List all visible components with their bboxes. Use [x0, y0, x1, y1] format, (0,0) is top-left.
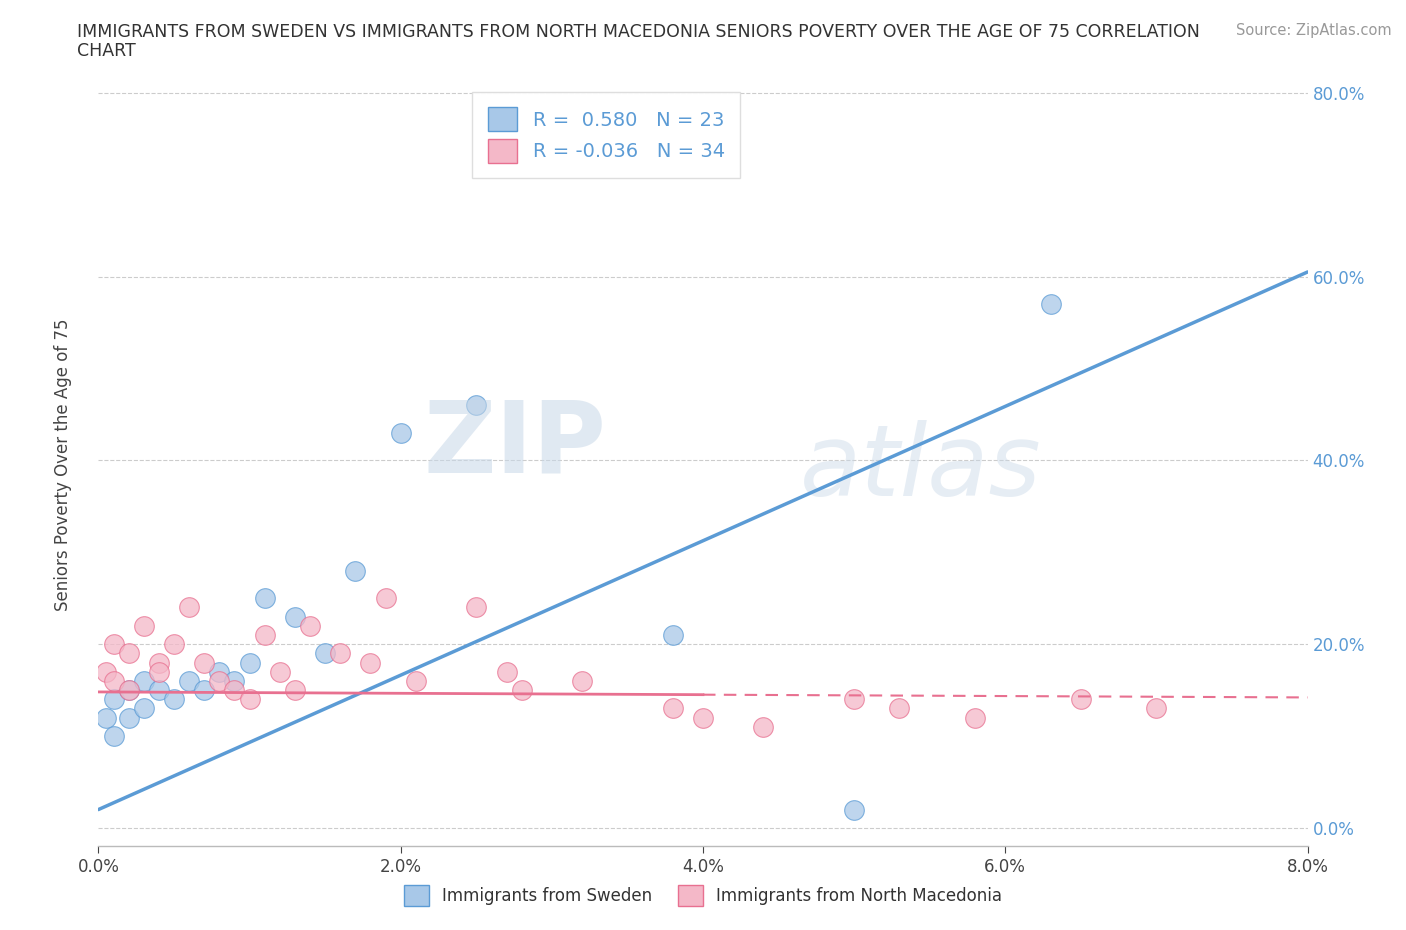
Point	[889, 701, 911, 716]
Point	[132, 673, 155, 688]
Point	[118, 646, 141, 661]
Legend: Immigrants from Sweden, Immigrants from North Macedonia: Immigrants from Sweden, Immigrants from …	[398, 879, 1008, 912]
Point	[118, 683, 141, 698]
Point	[253, 591, 276, 605]
Point	[374, 591, 396, 605]
Point	[253, 628, 276, 643]
Point	[844, 692, 866, 707]
Point	[329, 646, 352, 661]
Text: Source: ZipAtlas.com: Source: ZipAtlas.com	[1236, 23, 1392, 38]
Point	[103, 692, 125, 707]
Point	[132, 701, 155, 716]
Point	[314, 646, 336, 661]
Point	[208, 664, 231, 679]
Point	[495, 664, 517, 679]
Point	[239, 655, 262, 670]
Text: atlas: atlas	[800, 419, 1042, 516]
Point	[965, 711, 987, 725]
Point	[284, 683, 307, 698]
Point	[224, 683, 246, 698]
Point	[510, 683, 533, 698]
Point	[465, 600, 488, 615]
Point	[692, 711, 714, 725]
Point	[1039, 297, 1062, 312]
Point	[148, 664, 170, 679]
Point	[344, 564, 367, 578]
Point	[103, 728, 125, 743]
Point	[1146, 701, 1168, 716]
Text: IMMIGRANTS FROM SWEDEN VS IMMIGRANTS FROM NORTH MACEDONIA SENIORS POVERTY OVER T: IMMIGRANTS FROM SWEDEN VS IMMIGRANTS FRO…	[77, 23, 1201, 41]
Point	[752, 720, 775, 735]
Point	[405, 673, 427, 688]
Point	[148, 655, 170, 670]
Point	[118, 711, 141, 725]
Text: Seniors Poverty Over the Age of 75: Seniors Poverty Over the Age of 75	[55, 319, 72, 611]
Point	[103, 673, 125, 688]
Point	[208, 673, 231, 688]
Point	[94, 711, 117, 725]
Point	[179, 673, 201, 688]
Text: ZIP: ZIP	[423, 396, 606, 494]
Point	[465, 398, 488, 413]
Point	[284, 609, 307, 624]
Point	[118, 683, 141, 698]
Legend: R =  0.580   N = 23, R = -0.036   N = 34: R = 0.580 N = 23, R = -0.036 N = 34	[472, 92, 740, 179]
Text: CHART: CHART	[77, 42, 136, 60]
Point	[239, 692, 262, 707]
Point	[94, 664, 117, 679]
Point	[844, 802, 866, 817]
Point	[193, 655, 215, 670]
Point	[661, 628, 683, 643]
Point	[224, 673, 246, 688]
Point	[193, 683, 215, 698]
Point	[571, 673, 593, 688]
Point	[661, 701, 683, 716]
Point	[163, 637, 186, 652]
Point	[269, 664, 291, 679]
Point	[132, 618, 155, 633]
Point	[299, 618, 322, 633]
Point	[163, 692, 186, 707]
Point	[389, 425, 412, 440]
Point	[179, 600, 201, 615]
Point	[360, 655, 382, 670]
Point	[103, 637, 125, 652]
Point	[148, 683, 170, 698]
Point	[1070, 692, 1092, 707]
